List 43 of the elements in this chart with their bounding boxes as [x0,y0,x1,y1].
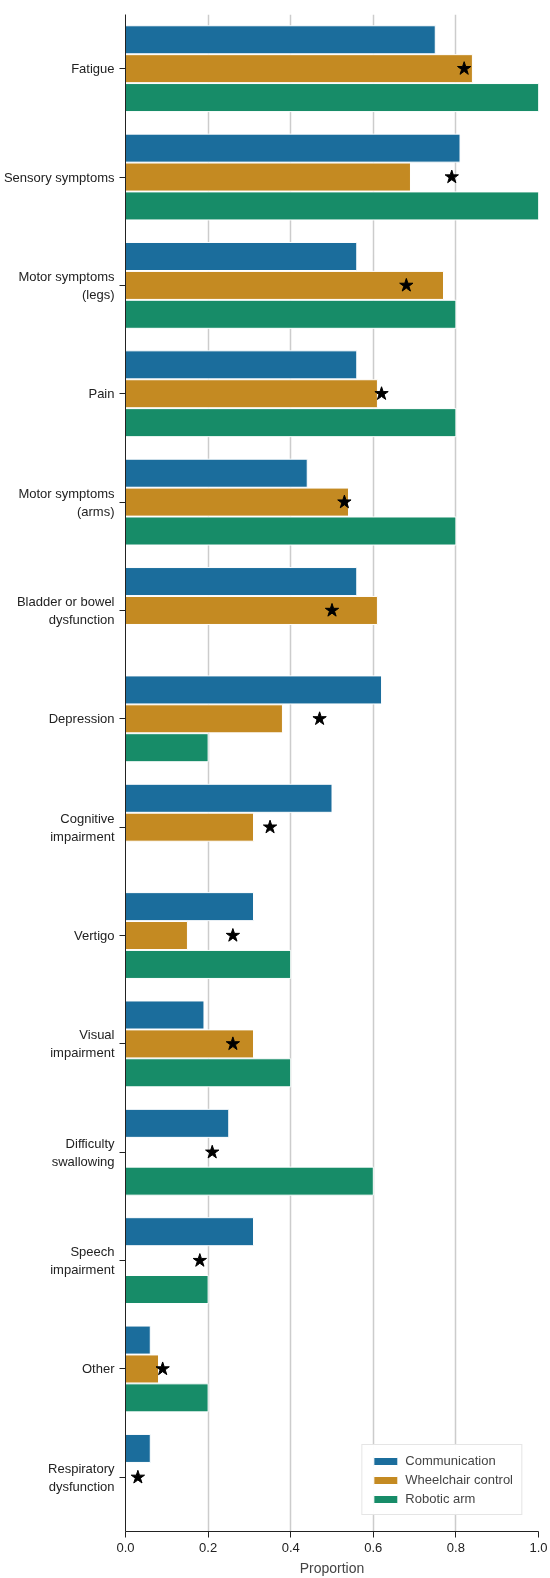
legend-label: Robotic arm [405,1491,476,1506]
x-tick-label: 0.8 [446,1539,465,1555]
y-tick-label: Fatigue [71,61,115,77]
y-tick-label: Speech impairment [50,1244,115,1278]
point [324,602,340,617]
y-tick-label: Bladder or bowel dysfunction [16,593,115,627]
legend-label: Wheelchair control [405,1472,513,1487]
point [130,1469,146,1484]
x-axis-title: Proportion [299,1559,365,1576]
bar [125,1166,374,1196]
y-tick-label: Difficulty swallowing [51,1135,115,1169]
x-tick-label: 1.0 [529,1539,548,1555]
point [262,819,278,834]
point [457,61,472,75]
y-tick-label: Other [81,1361,116,1377]
bar [125,1108,230,1138]
point [374,386,389,400]
point [205,1144,220,1159]
point [312,711,327,725]
point [225,928,241,942]
y-tick-label: Motor symptoms (arms) [18,485,115,519]
point [399,277,414,292]
point [337,494,352,509]
bar [125,1274,209,1305]
y-tick-label: Motor symptoms (legs) [18,268,115,302]
point [225,1036,241,1051]
bar [125,1217,255,1247]
y-tick-label: Sensory symptoms [3,169,115,185]
point [192,1253,207,1267]
x-tick-label: 0.6 [364,1539,383,1555]
point [444,169,459,184]
y-tick-label: Cognitive impairment [50,810,115,844]
y-tick-label: Vertigo [74,928,115,944]
legend-label: Communication [405,1453,496,1468]
x-tick-label: 0.4 [281,1539,300,1555]
x-tick-label: 0.0 [116,1539,135,1555]
y-tick-label: Depression [48,711,115,727]
y-tick-label: Pain [88,386,115,402]
x-tick-label: 0.2 [199,1539,218,1555]
point [155,1361,170,1376]
bar [125,1433,151,1463]
y-tick-label: Respiratory dysfunction [48,1460,115,1494]
y-tick-label: Visual impairment [50,1027,115,1061]
